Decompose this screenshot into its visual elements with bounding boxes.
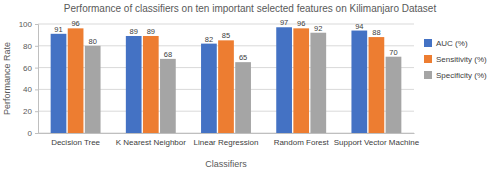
bar: [143, 36, 159, 133]
data-label: 80: [89, 37, 97, 46]
y-tick-label: 0: [28, 129, 33, 138]
x-tick: Support Vector Machine: [334, 138, 420, 147]
bar: [369, 37, 385, 133]
data-label: 89: [147, 27, 155, 36]
y-tick: 100: [19, 20, 38, 29]
y-tick-label: 100: [19, 20, 33, 29]
data-label: 92: [314, 24, 322, 33]
y-tick-label: 80: [23, 42, 32, 51]
bar: [276, 27, 292, 133]
bar: [386, 57, 402, 133]
x-tick-label: Linear Regression: [194, 138, 259, 147]
x-tick: Linear Regression: [194, 138, 259, 147]
x-tick: Decision Tree: [51, 138, 100, 147]
y-tick-label: 40: [23, 85, 32, 94]
data-labels: 91 89 82 97 94 96 89 85 96 88 80 68 65 92 70: [54, 18, 397, 62]
y-tick: 80: [23, 42, 38, 51]
bars: [51, 27, 402, 133]
y-tick-mark: [35, 46, 38, 47]
data-label: 94: [355, 22, 363, 31]
y-tick: 60: [23, 64, 38, 73]
data-label: 96: [297, 19, 305, 28]
bar: [351, 31, 367, 133]
x-tick-label: Support Vector Machine: [334, 138, 420, 147]
data-label: 85: [222, 31, 230, 40]
bar: [235, 62, 251, 133]
bar: [293, 28, 309, 133]
y-tick: 0: [28, 129, 38, 138]
x-tick: K Nearest Neighbor: [116, 138, 187, 147]
plot: 0 20 40 60 80 100 Decision Tree K Nearest Neigh…: [19, 18, 420, 147]
y-tick-mark: [35, 68, 38, 69]
y-tick-label: 60: [23, 64, 32, 73]
bar: [201, 44, 217, 133]
legend-entry: Specificity (%): [424, 71, 487, 80]
y-tick-mark: [35, 111, 38, 112]
title: Performance of classifiers on ten import…: [64, 3, 437, 14]
legend-entry: Sensitivity (%): [424, 55, 487, 64]
data-label: 70: [389, 48, 397, 57]
bar: [310, 33, 326, 133]
chart: Performance of classifiers on ten import…: [0, 0, 500, 171]
x-axis: Decision Tree K Nearest Neighbor Linear Re…: [39, 134, 420, 147]
y-tick-mark: [35, 24, 38, 25]
y-tick-label: 20: [23, 107, 32, 116]
x-tick-label: Random Forest: [274, 138, 330, 147]
legend-entry: AUC (%): [424, 39, 468, 48]
y-axis-title: Performance Rate: [2, 42, 12, 115]
y-tick-mark: [35, 133, 38, 134]
bar: [126, 36, 142, 133]
y-tick: 20: [23, 107, 38, 116]
data-label: 82: [205, 35, 213, 44]
grid: [38, 24, 414, 133]
y-axis-line: [35, 25, 39, 134]
data-label: 91: [54, 25, 62, 34]
data-label: 96: [71, 19, 79, 28]
y-tick: 40: [23, 85, 38, 94]
x-tick: Random Forest: [274, 138, 330, 147]
bar: [160, 59, 176, 133]
x-tick-label: Decision Tree: [51, 138, 100, 147]
legend-label: Sensitivity (%): [436, 55, 487, 64]
bar: [218, 40, 234, 133]
data-label: 68: [164, 50, 172, 59]
x-axis-title: Classifiers: [205, 159, 247, 169]
bar: [85, 46, 101, 133]
x-axis-line: [39, 133, 415, 134]
legend-swatch: [424, 55, 432, 63]
data-label: 97: [280, 18, 288, 27]
data-label: 88: [372, 28, 380, 37]
legend-label: AUC (%): [436, 39, 468, 48]
y-axis: 0 20 40 60 80 100: [19, 20, 39, 138]
data-label: 65: [239, 53, 247, 62]
legend: AUC (%) Sensitivity (%) Specificity (%): [424, 39, 487, 80]
data-label: 89: [130, 27, 138, 36]
y-tick-mark: [35, 89, 38, 90]
bar: [68, 28, 84, 133]
legend-swatch: [424, 39, 432, 47]
x-tick-label: K Nearest Neighbor: [116, 138, 187, 147]
legend-swatch: [424, 71, 432, 79]
bar: [51, 34, 67, 133]
legend-label: Specificity (%): [436, 71, 487, 80]
